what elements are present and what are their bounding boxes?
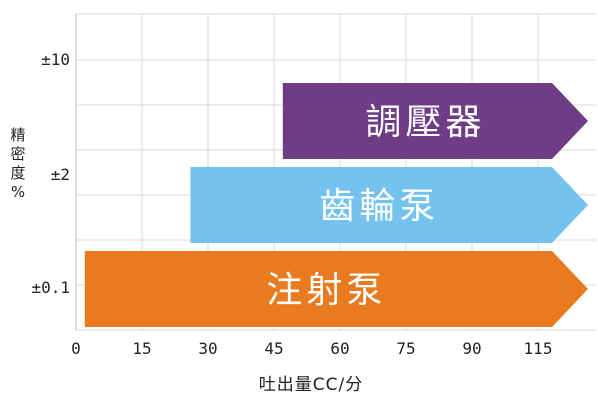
x-tick-label: 45: [264, 339, 283, 358]
x-tick-label: 60: [330, 339, 349, 358]
y-axis-label: 精密度%: [10, 126, 25, 201]
y-axis-label-char: 度: [10, 164, 25, 182]
y-axis-label-char: 密: [10, 145, 25, 163]
x-axis-label: 吐出量CC/分: [259, 375, 363, 395]
y-tick-label: ±2: [51, 165, 70, 184]
y-tick-label: ±0.1: [31, 278, 70, 297]
y-tick-label: ±10: [41, 50, 70, 69]
x-tick-label: 75: [396, 339, 415, 358]
bar-10: [282, 83, 588, 159]
x-axis-ticks: 0 15 30 45 60 75 90 115: [71, 339, 552, 358]
bar-label: 注射泵: [266, 270, 386, 311]
bar-label: 齒輪泵: [319, 186, 439, 227]
bar-label: 調壓器: [365, 102, 485, 143]
bar-01: [84, 251, 589, 327]
y-axis-label-char: %: [11, 183, 25, 201]
x-tick-label: 90: [462, 339, 481, 358]
x-tick-label: 115: [524, 339, 553, 358]
bar-2: [190, 167, 588, 243]
x-tick-label: 30: [198, 339, 217, 358]
y-axis-ticks: ±10 ±2 ±0.1: [31, 50, 70, 297]
x-tick-label: 15: [132, 339, 151, 358]
y-axis-label-char: 精: [10, 126, 25, 144]
x-tick-label: 0: [71, 339, 81, 358]
